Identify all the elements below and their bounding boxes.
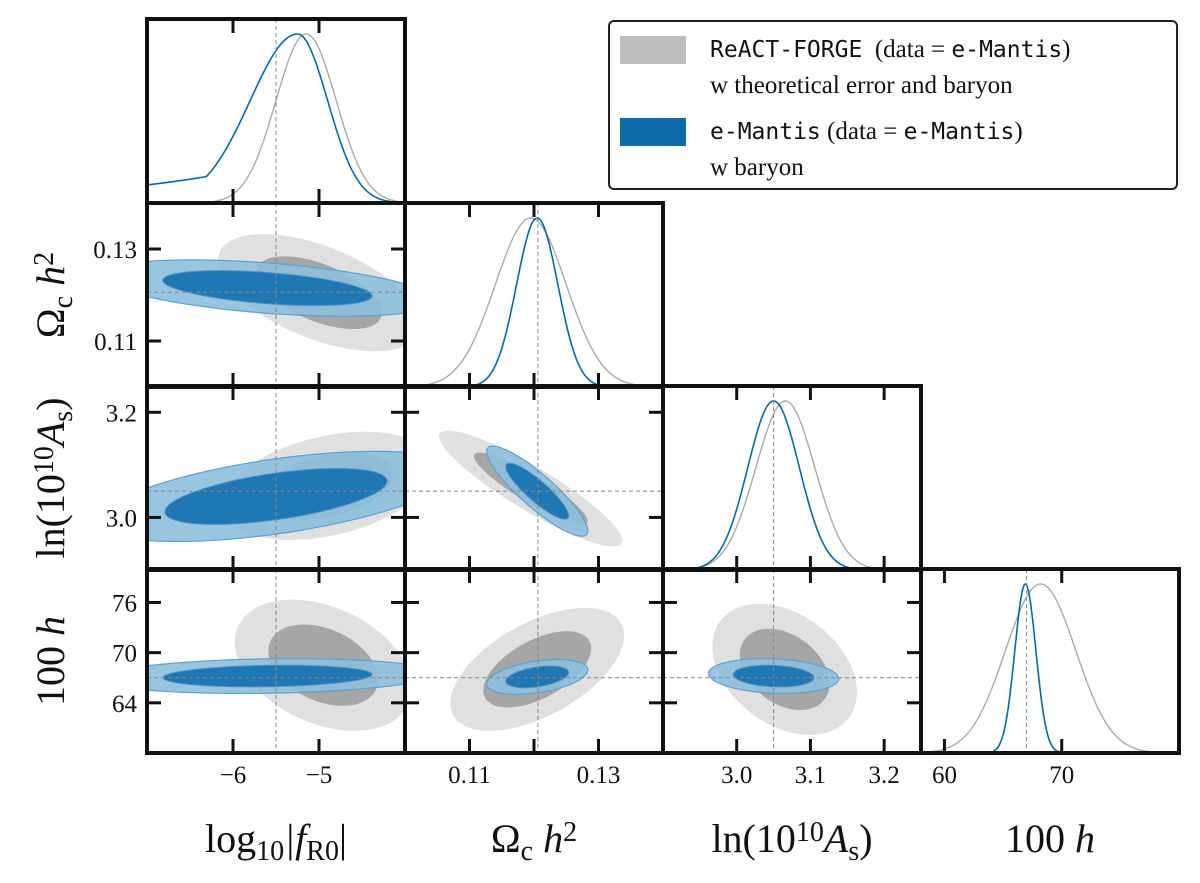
marginal-e-mantis-h [921,583,1179,753]
label-part: c [48,296,79,308]
y-axis-label-lnas: ln(1010As) [28,397,79,558]
label-part: ln(10 [28,474,73,558]
legend-text-react-forge: ReACT-FORGE (data = e-Mantis) w theoreti… [710,36,1071,99]
label-part: 10 [796,817,824,848]
marginal-react-forge-lnas [663,400,921,570]
label-part: c [521,836,533,867]
label-part: 2 [563,817,577,848]
x-tick-label: 3.1 [795,762,826,789]
label-part: h [28,616,73,646]
y-tick-label: 0.13 [93,237,137,264]
label-part: Ω [28,308,73,338]
y-tick-label: 76 [112,590,137,617]
y-tick-label: 3.2 [106,400,137,427]
contour-68-e-mantis-h-omc [505,665,570,689]
x-axis-label-omc: Ωc h2 [491,816,577,867]
label-part: ln(10 [711,816,795,861]
x-tick-label: 60 [932,762,957,789]
contour-68-e-mantis-omc-logf [162,270,373,307]
label-part: ) [28,397,73,410]
label-part: log [205,816,256,861]
label-part: Ω [491,816,521,861]
legend-entry-e-mantis: e-Mantis (data = e-Mantis) w baryon [620,114,1023,185]
x-axis-label-h: 100 h [1005,816,1095,861]
marginal-react-forge-h [921,583,1179,753]
y-tick-label: 0.11 [94,329,137,356]
label-part: h [533,816,563,861]
legend-entry-react-forge: ReACT-FORGE (data = e-Mantis) w theoreti… [620,32,1071,103]
label-part: 10 [29,446,60,474]
legend: ReACT-FORGE (data = e-Mantis) w theoreti… [608,20,1178,190]
x-axis-label-logf: log10|fR0| [205,816,347,867]
x-tick-label: −6 [220,762,247,789]
tick-layer [147,19,1064,753]
marginal-react-forge-omc [405,217,663,387]
legend-text-e-mantis: e-Mantis (data = e-Mantis) w baryon [710,118,1023,181]
x-axis-label-lnas: ln(1010As) [711,816,872,867]
label-part: A [28,421,73,449]
y-axis-label-h: 100 h [28,616,73,706]
legend-swatch-gray [620,36,686,64]
contour-layer [147,234,857,735]
y-tick-label: 64 [112,691,138,718]
panel-frame-2-2 [661,384,923,572]
label-part: h [28,266,73,296]
legend-swatch-blue [620,118,686,146]
marginal-e-mantis-omc [405,217,663,387]
label-part: h [1065,816,1095,861]
contour-68-e-mantis-lnas-omc [505,462,570,520]
panel-frame-3-3 [919,567,1181,755]
label-part: 100 [1005,816,1065,861]
y-tick-label: 70 [112,641,137,668]
x-tick-label: 3.0 [721,762,752,789]
marginal-e-mantis-lnas [663,400,921,570]
x-tick-label: 70 [1049,762,1074,789]
contour-68-e-mantis-lnas-logf [164,467,388,525]
label-part: ) [859,816,872,861]
x-tick-label: 0.11 [448,762,491,789]
label-part: R0 [306,836,339,867]
x-tick-label: 3.2 [869,762,900,789]
label-part: 10 [256,836,284,867]
y-axis-label-omc: Ωc h2 [28,252,79,338]
label-part: A [821,816,849,861]
label-part: 2 [29,252,60,266]
y-tick-label: 3.0 [106,505,137,532]
x-tick-label: −5 [306,762,333,789]
label-part: s [848,836,859,867]
label-part: | [339,816,347,861]
panel-frame-1-1 [403,201,665,389]
label-layer: −6 −5 0.11 0.13 3.0 3.1 3.2 60 70 0.11 0.13 3.0 3.2 6… [28,237,1095,867]
x-tick-label: 0.13 [577,762,621,789]
label-part: s [48,411,79,422]
label-part: 100 [28,646,73,706]
